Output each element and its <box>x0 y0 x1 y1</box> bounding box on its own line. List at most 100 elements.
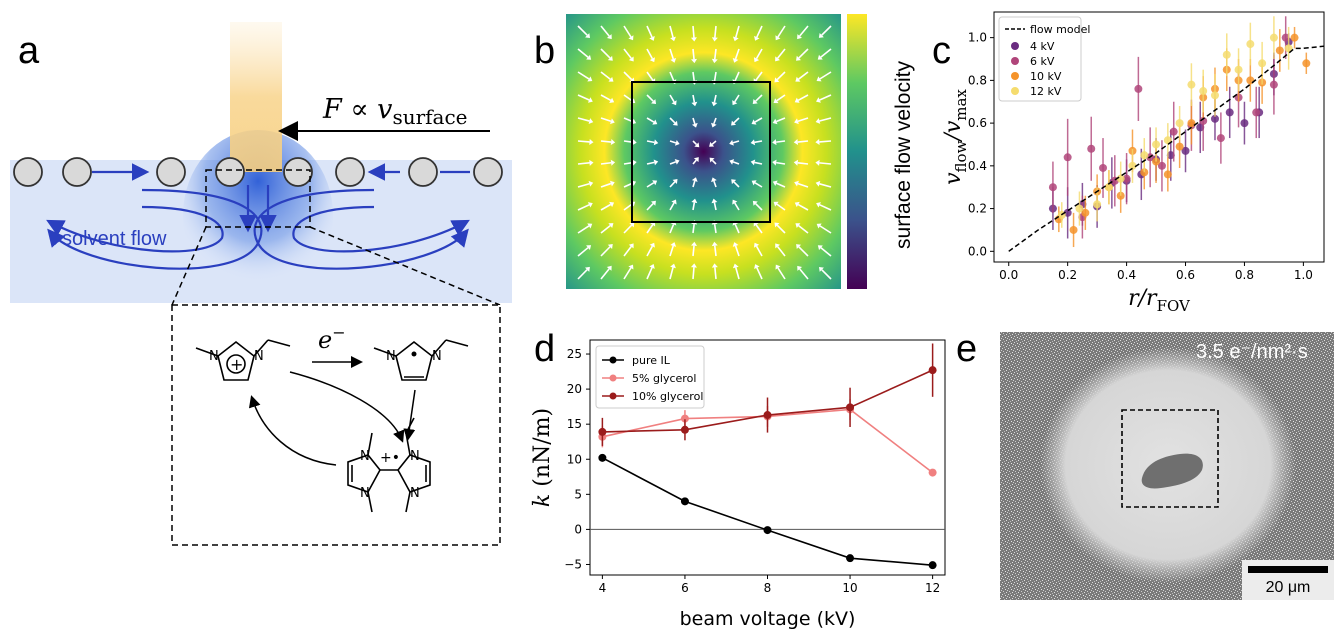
flow-arrowhead <box>816 223 822 229</box>
flow-arrowhead <box>816 97 821 103</box>
flow-arrow <box>754 182 763 188</box>
data-point <box>1246 40 1255 49</box>
flow-arrow <box>755 94 763 102</box>
flow-arrow <box>692 245 695 257</box>
flow-arrow <box>798 225 809 234</box>
flow-arrow <box>669 140 677 144</box>
flow-arrow <box>820 48 832 58</box>
data-point <box>680 414 689 423</box>
dimer-radical-cation <box>347 417 431 513</box>
flow-arrowhead <box>588 180 594 187</box>
flow-arrowhead <box>606 34 612 40</box>
flow-arrow <box>600 94 612 102</box>
flow-arrowhead <box>775 264 781 270</box>
x-tick-label: 0.0 <box>999 268 1018 282</box>
flow-arrow <box>711 159 717 165</box>
legend-label: 6 kV <box>1030 55 1055 68</box>
legend-label: flow model <box>1030 23 1090 36</box>
legend-swatch <box>1011 72 1019 80</box>
flow-arrowhead <box>672 179 678 185</box>
flow-arrowhead <box>816 76 822 82</box>
flow-arrow <box>755 224 763 234</box>
data-point <box>1081 208 1090 217</box>
data-point <box>1246 76 1255 85</box>
y-tick-label: 10 <box>567 452 582 466</box>
flow-arrow <box>692 159 697 165</box>
flow-arrow <box>776 94 786 102</box>
flow-arrow <box>623 25 632 38</box>
flow-arrowhead <box>652 119 658 125</box>
data-point <box>1240 119 1249 128</box>
y-axis-label: k (nN/m) <box>530 408 555 507</box>
data-point <box>1152 140 1161 149</box>
y-tick-label: 15 <box>567 417 582 431</box>
flow-arrow <box>600 224 611 234</box>
flow-arrowhead <box>797 265 803 271</box>
flow-arrowhead <box>587 76 593 82</box>
solvent-flow-label: solvent flow <box>62 228 167 250</box>
flow-arrow <box>819 140 832 143</box>
flow-arrowhead <box>711 58 718 64</box>
flow-arrow <box>713 48 717 60</box>
flow-arrow <box>797 203 809 211</box>
flow-arrowhead <box>609 180 615 187</box>
flow-arrow <box>669 48 675 60</box>
colorbar-label: surface flow velocity <box>892 61 915 249</box>
legend-box <box>998 16 1082 102</box>
atom-n: N <box>410 449 420 464</box>
data-point <box>1128 161 1137 170</box>
y-tick-label: 0.6 <box>968 116 987 130</box>
flow-arrow <box>669 71 675 81</box>
y-tick-label: 5 <box>574 487 582 501</box>
flow-arrowhead <box>775 35 781 41</box>
flow-arrow <box>797 182 809 188</box>
flow-arrowhead <box>732 100 738 106</box>
x-axis-label: beam voltage (kV) <box>680 608 856 630</box>
data-point <box>1104 183 1113 192</box>
flow-arrow <box>732 140 740 144</box>
data-point <box>763 411 772 420</box>
x-tick-label: 0.4 <box>1117 268 1136 282</box>
flow-arrowhead <box>751 119 757 125</box>
y-tick-label: 25 <box>567 347 582 361</box>
data-point <box>846 403 855 412</box>
flow-arrowhead <box>772 139 777 146</box>
x-axis-label: r/rFOV <box>1128 286 1191 315</box>
flow-arrowhead <box>693 157 699 163</box>
flow-arrowhead <box>732 263 739 269</box>
y-tick-label: 0.0 <box>968 244 987 258</box>
flow-arrowhead <box>691 198 698 204</box>
flow-arrowhead <box>670 58 677 63</box>
flow-arrowhead <box>774 77 780 83</box>
atom-n: N <box>254 349 264 364</box>
flow-arrow <box>600 246 611 257</box>
flow-arrowhead <box>690 263 697 268</box>
panel-a-schematic: F ∝ vsurface solvent flow + <box>10 22 512 546</box>
flow-arrowhead <box>711 198 718 204</box>
flow-arrowhead <box>588 118 594 124</box>
flow-arrow <box>734 245 740 257</box>
flow-arrowhead <box>817 245 823 251</box>
flow-arrowhead <box>729 159 735 165</box>
data-point <box>1087 144 1096 153</box>
flow-arrowhead <box>632 139 637 146</box>
panel-letter-b: b <box>534 30 556 72</box>
flow-arrow <box>755 203 763 211</box>
data-point <box>1258 59 1267 68</box>
flow-arrowhead <box>774 222 780 228</box>
flow-arrow <box>669 161 677 165</box>
data-point <box>1252 108 1261 117</box>
flow-arrowhead <box>797 34 802 40</box>
data-point <box>680 497 689 506</box>
flow-arrowhead <box>754 35 760 41</box>
flow-arrows <box>577 25 832 280</box>
mechanism-box <box>171 304 501 546</box>
data-point <box>1187 119 1196 128</box>
panel-e-micrograph: 20 μm 3.5 e⁻/nm²·s <box>1000 332 1334 600</box>
flow-arrowhead <box>815 180 821 187</box>
flow-arrow <box>777 25 786 38</box>
flow-arrowhead <box>731 179 737 185</box>
radical-dot <box>411 351 417 357</box>
flow-arrowhead <box>796 244 802 250</box>
flow-arrow <box>623 71 633 81</box>
